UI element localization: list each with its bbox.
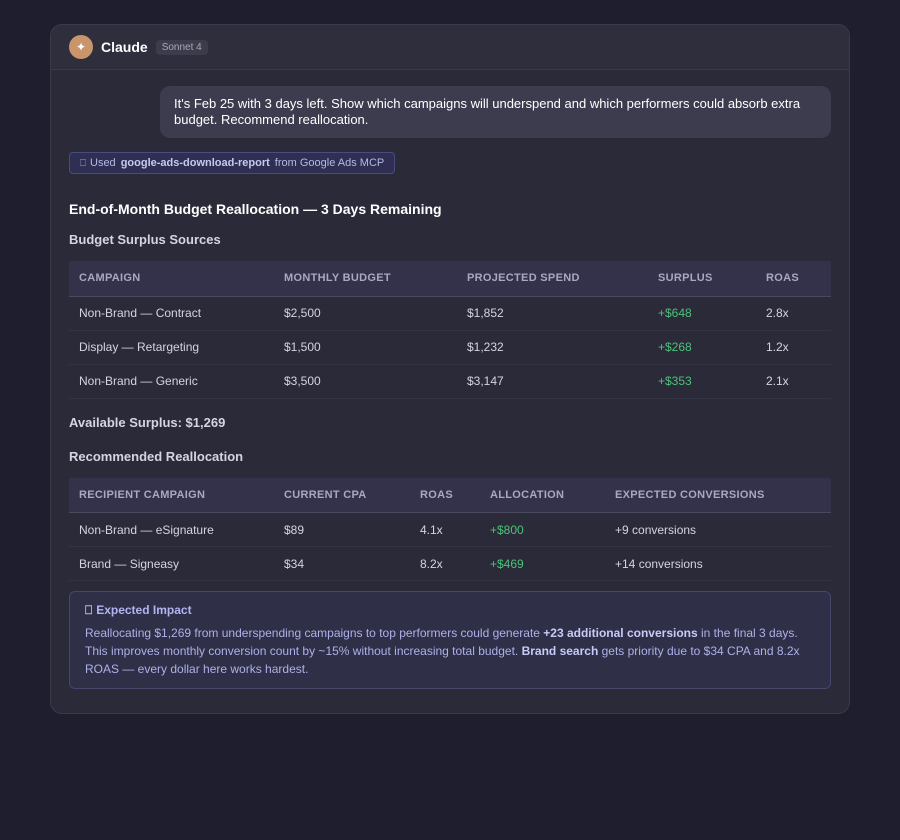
report-title: End-of-Month Budget Reallocation — 3 Day… — [69, 201, 442, 217]
projected-spend-cell: $1,232 — [457, 330, 648, 365]
surplus-table: CAMPAIGN MONTHLY BUDGET PROJECTED SPEND … — [69, 261, 831, 399]
impact-text-part: Reallocating $1,269 from underspending c… — [85, 626, 544, 640]
conversation: It's Feb 25 with 3 days left. Show which… — [51, 70, 849, 689]
column-header: PROJECTED SPEND — [457, 261, 648, 297]
impact-title-row: ⎕ Expected Impact — [85, 603, 815, 618]
chart-icon: ⎕ — [85, 603, 93, 617]
impact-title: Expected Impact — [96, 603, 192, 617]
campaign-cell: Non-Brand — Contract — [69, 296, 274, 331]
roas-cell: 2.1x — [756, 364, 831, 399]
column-header: CURRENT CPA — [274, 477, 410, 513]
claude-avatar: ✦ — [69, 35, 93, 59]
surplus-cell: +$353 — [648, 364, 756, 399]
budget-cell: $1,500 — [274, 330, 457, 365]
app-name: Claude — [101, 39, 148, 55]
cpa-cell: $89 — [274, 512, 410, 547]
user-message-row: It's Feb 25 with 3 days left. Show which… — [69, 86, 831, 138]
roas-cell: 8.2x — [410, 546, 480, 581]
tool-prefix: Used — [90, 157, 116, 169]
projected-spend-cell: $3,147 — [457, 364, 648, 399]
recipient-campaign-cell: Brand — Signeasy — [69, 546, 274, 581]
table-header-row: RECIPIENT CAMPAIGN CURRENT CPA ROAS ALLO… — [69, 477, 831, 513]
allocation-cell: +$469 — [480, 546, 605, 581]
tool-suffix: from Google Ads MCP — [274, 157, 385, 169]
impact-highlight: +23 additional conversions — [543, 626, 698, 640]
reallocation-heading: Recommended Reallocation — [69, 448, 244, 464]
expected-impact-callout: ⎕ Expected Impact Reallocating $1,269 fro… — [69, 591, 831, 689]
surplus-cell: +$268 — [648, 330, 756, 365]
column-header: MONTHLY BUDGET — [274, 261, 457, 297]
table-row: Non-Brand — Contract $2,500 $1,852 +$648… — [69, 296, 831, 331]
surplus-cell: +$648 — [648, 296, 756, 331]
impact-text-part: gets priority due to $34 CPA and 8.2x RO… — [85, 644, 800, 676]
table-header-row: CAMPAIGN MONTHLY BUDGET PROJECTED SPEND … — [69, 261, 831, 297]
table-row: Non-Brand — Generic $3,500 $3,147 +$353 … — [69, 364, 831, 399]
recipient-campaign-cell: Non-Brand — eSignature — [69, 512, 274, 547]
column-header: ROAS — [410, 477, 480, 513]
expected-conversions-cell: +9 conversions — [605, 512, 831, 547]
chat-window: ✦ Claude Sonnet 4 It's Feb 25 with 3 day… — [50, 24, 850, 714]
impact-text-part: in the final 3 days. This improves month… — [85, 626, 798, 658]
column-header: ALLOCATION — [480, 477, 605, 513]
budget-cell: $3,500 — [274, 364, 457, 399]
chat-header: ✦ Claude Sonnet 4 — [51, 25, 849, 70]
column-header: CAMPAIGN — [69, 261, 274, 297]
tool-use-pill[interactable]: ⎕ Used google-ads-download-report from G… — [69, 152, 396, 174]
campaign-cell: Display — Retargeting — [69, 330, 274, 365]
model-badge: Sonnet 4 — [155, 39, 208, 55]
table-row: Brand — Signeasy $34 8.2x +$469 +14 conv… — [69, 546, 831, 581]
reallocation-table: RECIPIENT CAMPAIGN CURRENT CPA ROAS ALLO… — [69, 477, 831, 581]
user-message: It's Feb 25 with 3 days left. Show which… — [160, 86, 831, 138]
roas-cell: 1.2x — [756, 330, 831, 365]
roas-cell: 4.1x — [410, 512, 480, 547]
roas-cell: 2.8x — [756, 296, 831, 331]
column-header: EXPECTED CONVERSIONS — [605, 477, 831, 513]
column-header: SURPLUS — [648, 261, 756, 297]
impact-text: Reallocating $1,269 from underspending c… — [85, 624, 815, 678]
tool-name: google-ads-download-report — [120, 157, 270, 169]
column-header: RECIPIENT CAMPAIGN — [69, 477, 274, 513]
cpa-cell: $34 — [274, 546, 410, 581]
allocation-cell: +$800 — [480, 512, 605, 547]
available-surplus: Available Surplus: $1,269 — [69, 414, 226, 430]
campaign-cell: Non-Brand — Generic — [69, 364, 274, 399]
budget-cell: $2,500 — [274, 296, 457, 331]
projected-spend-cell: $1,852 — [457, 296, 648, 331]
expected-conversions-cell: +14 conversions — [605, 546, 831, 581]
column-header: ROAS — [756, 261, 831, 297]
tool-icon: ⎕ — [80, 157, 86, 169]
surplus-heading: Budget Surplus Sources — [69, 232, 221, 247]
table-row: Non-Brand — eSignature $89 4.1x +$800 +9… — [69, 512, 831, 547]
table-row: Display — Retargeting $1,500 $1,232 +$26… — [69, 330, 831, 365]
impact-highlight: Brand search — [521, 644, 599, 658]
